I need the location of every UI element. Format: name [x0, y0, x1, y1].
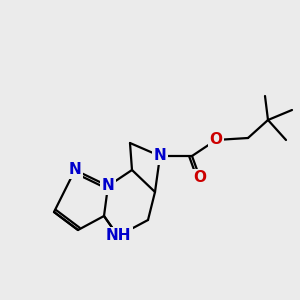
Text: NH: NH — [105, 229, 131, 244]
Text: N: N — [102, 178, 114, 194]
Text: N: N — [69, 163, 81, 178]
Text: O: O — [209, 133, 223, 148]
Text: N: N — [154, 148, 166, 164]
Text: O: O — [194, 170, 206, 185]
